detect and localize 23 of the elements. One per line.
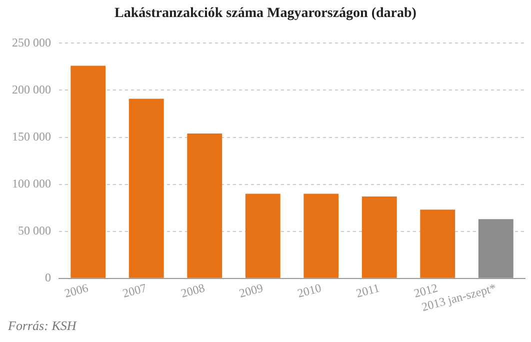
bar <box>128 98 164 278</box>
bar <box>362 196 397 278</box>
x-tick-label: 2010 <box>296 280 323 300</box>
x-tick-label: 2011 <box>354 280 381 300</box>
bar <box>187 133 222 278</box>
x-tick-label: 2012 <box>412 280 440 300</box>
y-tick-label: 150 000 <box>12 129 51 144</box>
x-tick-label: 2009 <box>238 280 264 300</box>
y-tick-label: 250 000 <box>12 35 51 50</box>
bar <box>70 66 106 278</box>
x-tick-label: 2006 <box>62 280 90 300</box>
bar <box>245 194 280 278</box>
bar <box>478 219 514 278</box>
text: Forrás: KSH <box>8 318 76 334</box>
y-tick-label: 200 000 <box>12 82 51 96</box>
chart-title: Lakástranzakciók száma Magyarországon (darab) <box>114 6 418 22</box>
y-tick-label: 50 000 <box>18 223 51 238</box>
x-tick-label: 2007 <box>121 280 148 300</box>
bar <box>420 210 456 278</box>
bar <box>304 194 339 278</box>
y-tick-label: 0 <box>45 270 51 284</box>
x-tick-label: 2008 <box>179 280 206 300</box>
y-tick-label: 100 000 <box>12 176 51 190</box>
